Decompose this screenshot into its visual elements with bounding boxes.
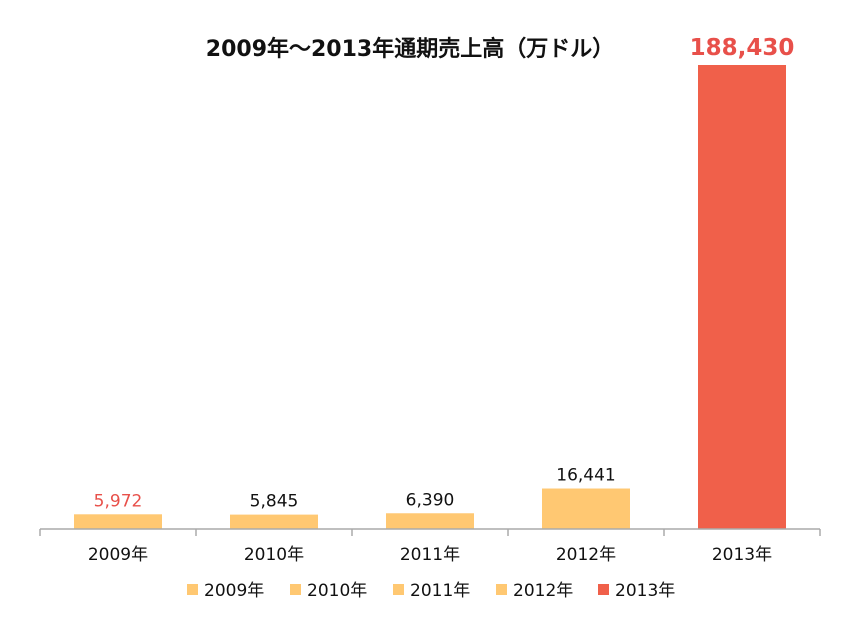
bar-2 [386,513,474,529]
chart-title: 2009年～2013年通期売上高（万ドル） [206,36,614,62]
x-tick-label-1: 2010年 [244,545,304,565]
bar-1 [230,514,318,529]
x-tick-label-2: 2011年 [400,545,460,565]
legend-swatch-2 [393,584,404,595]
x-tick-label-0: 2009年 [88,545,148,565]
legend-label-2: 2011年 [410,581,470,601]
legend-item-0: 2009年 [187,581,264,601]
legend: 2009年 2010年 2011年 2012年 2013年 [187,581,675,601]
bars-layer: 5,972 5,845 6,390 16,441 188,430 [74,35,794,529]
legend-item-2: 2011年 [393,581,470,601]
data-label-4: 188,430 [690,35,795,61]
x-axis: 2009年 2010年 2011年 2012年 2013年 [39,528,821,565]
legend-swatch-4 [598,584,609,595]
legend-label-1: 2010年 [307,581,367,601]
legend-swatch-0 [187,584,198,595]
data-label-1: 5,845 [250,492,299,512]
data-label-3: 16,441 [556,466,615,486]
legend-item-4: 2013年 [598,581,675,601]
legend-swatch-3 [496,584,507,595]
data-label-2: 6,390 [406,490,455,510]
legend-swatch-1 [290,584,301,595]
bar-0 [74,514,162,529]
legend-item-1: 2010年 [290,581,367,601]
bar-4 [698,65,786,529]
x-tick-label-3: 2012年 [556,545,616,565]
bar-3 [542,488,630,529]
data-label-0: 5,972 [94,491,143,511]
legend-label-3: 2012年 [513,581,573,601]
x-tick-label-4: 2013年 [712,545,772,565]
legend-label-4: 2013年 [615,581,675,601]
legend-label-0: 2009年 [204,581,264,601]
legend-item-3: 2012年 [496,581,573,601]
